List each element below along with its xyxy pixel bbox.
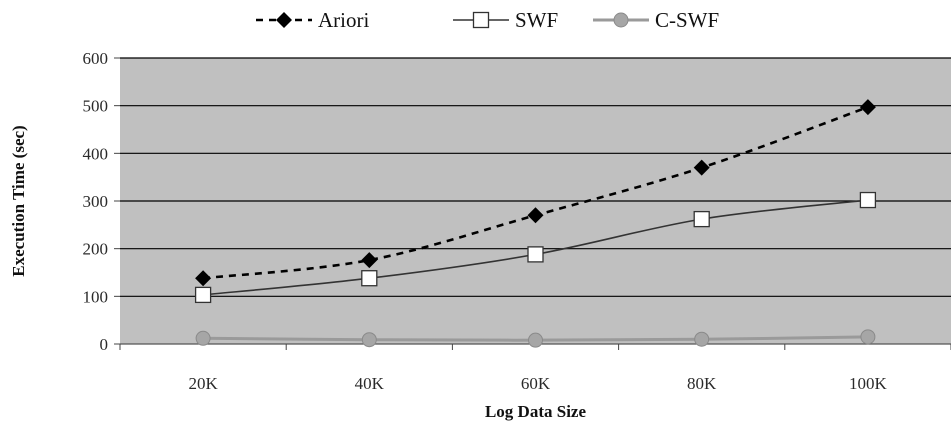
legend-label: SWF [515,8,558,32]
y-axis-label: Execution Time (sec) [9,125,28,276]
series-swf [194,191,877,304]
legend-item: Ariori [256,8,369,32]
x-tick-label: 20K [188,374,218,393]
x-tick-labels: 20K 40K 60K 80K 100K [188,374,887,393]
y-tick-label: 400 [83,144,109,163]
x-axis-label: Log Data Size [485,402,587,421]
legend-label: C-SWF [655,8,719,32]
legend: Ariori SWF C-SWF [256,8,719,32]
square-marker [693,210,710,228]
square-marker [194,286,212,304]
y-tick-label: 200 [83,240,109,259]
y-tick-label: 600 [83,49,109,68]
y-tick-label: 0 [100,335,109,354]
diamond-marker [276,12,292,28]
diamond-marker [693,159,710,176]
y-tick-label: 100 [83,287,109,306]
diamond-marker [361,252,378,269]
square-marker [472,11,490,29]
x-tick-label: 100K [849,374,888,393]
x-tick-label: 40K [355,374,385,393]
circle-marker [694,331,710,347]
circle-marker [613,12,629,28]
series-c-swf [195,329,876,348]
legend-label: Ariori [318,8,369,32]
square-marker [527,246,544,263]
y-tick-label: 500 [83,97,109,116]
series-ariori [195,99,876,287]
y-tick-labels: 0 100 200 300 400 500 600 [83,49,109,354]
series-group [194,99,877,348]
circle-marker [528,332,543,348]
square-marker [859,191,877,209]
square-marker [361,270,378,287]
circle-marker [860,329,876,345]
x-axis [119,344,951,350]
diamond-marker [195,270,212,287]
circle-marker [195,330,211,346]
y-tick-label: 300 [83,192,109,211]
gridlines [114,57,951,345]
x-tick-label: 60K [521,374,551,393]
circle-marker [361,332,377,348]
diamond-marker [859,99,876,116]
legend-item: SWF [453,8,558,32]
x-tick-label: 80K [687,374,717,393]
diamond-marker [527,207,544,224]
legend-item: C-SWF [593,8,719,32]
